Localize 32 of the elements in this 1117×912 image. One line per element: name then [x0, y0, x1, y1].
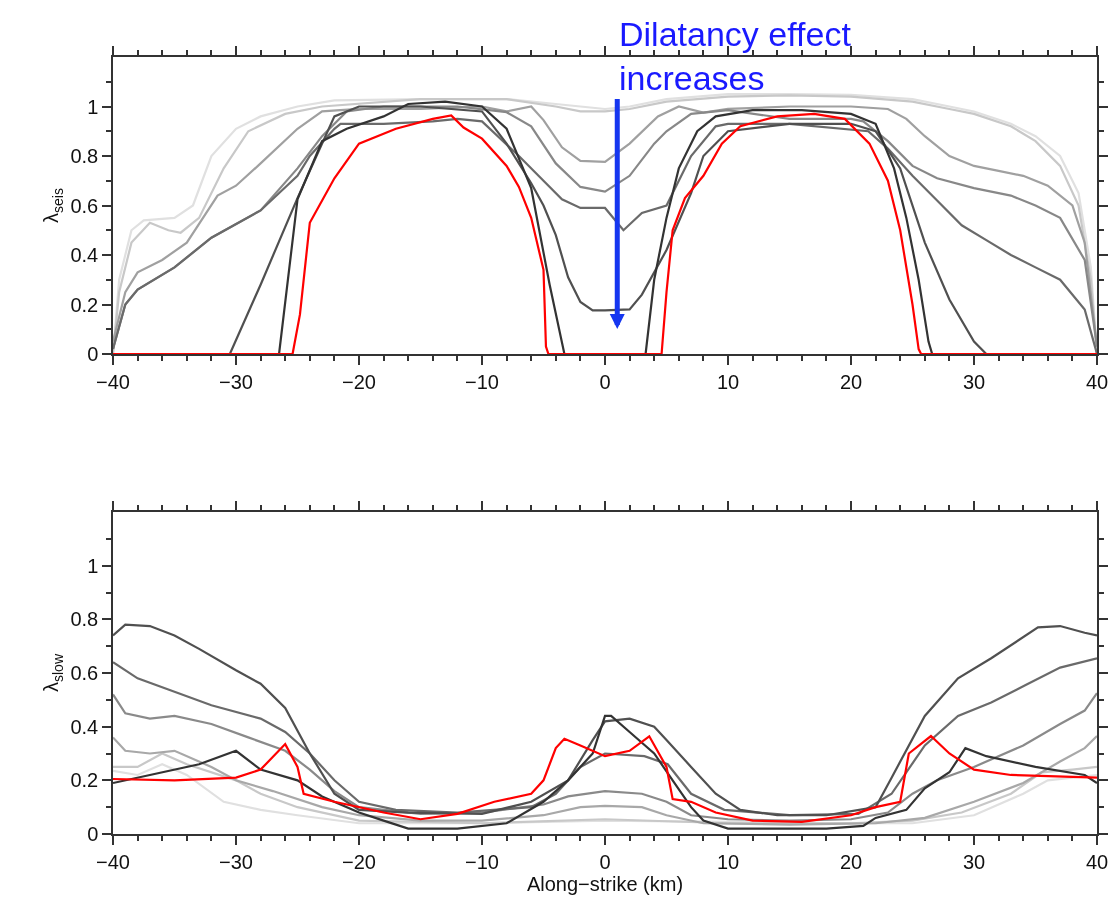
- x-tick-label: 40: [1085, 850, 1109, 873]
- x-tick-label: 20: [839, 850, 863, 873]
- x-tick-label: −30: [219, 850, 253, 873]
- y-tick-label: 0: [87, 343, 99, 365]
- y-tick-label: 0.8: [70, 608, 99, 631]
- y-tick-label: 1: [87, 95, 99, 118]
- x-tick-label: −30: [219, 370, 253, 393]
- x-tick-label: 30: [962, 370, 986, 393]
- x-tick-label: −40: [96, 370, 130, 393]
- x-tick-label: 20: [839, 370, 863, 393]
- x-tick-label: −20: [342, 850, 376, 873]
- y-tick-label: 0.2: [70, 769, 99, 792]
- y-tick-label: 0.4: [70, 715, 99, 738]
- x-tick-label: 40: [1085, 370, 1109, 393]
- y-tick-label: 0.6: [70, 194, 99, 217]
- y-tick-label: 0.4: [70, 244, 99, 266]
- y-tick-label: 0: [87, 823, 99, 845]
- y-tick-label: 0.2: [70, 293, 99, 316]
- x-tick-label: 10: [716, 370, 740, 393]
- x-tick-label: 0: [599, 370, 611, 393]
- x-tick-label: 10: [716, 850, 740, 873]
- x-tick-label: 0: [599, 850, 611, 873]
- x-axis-title: Along−strike (km): [526, 872, 684, 895]
- x-tick-label: −40: [96, 850, 130, 873]
- x-tick-label: 30: [962, 850, 986, 873]
- y-tick-label: 0.8: [70, 145, 99, 167]
- x-tick-label: −10: [465, 850, 499, 873]
- y-tick-label: 0.6: [70, 662, 99, 684]
- y-tick-label: 1: [87, 554, 99, 577]
- annotation: Dilatancy effect increases: [619, 15, 852, 98]
- x-tick-label: −20: [342, 370, 376, 393]
- x-tick-label: −10: [465, 370, 499, 393]
